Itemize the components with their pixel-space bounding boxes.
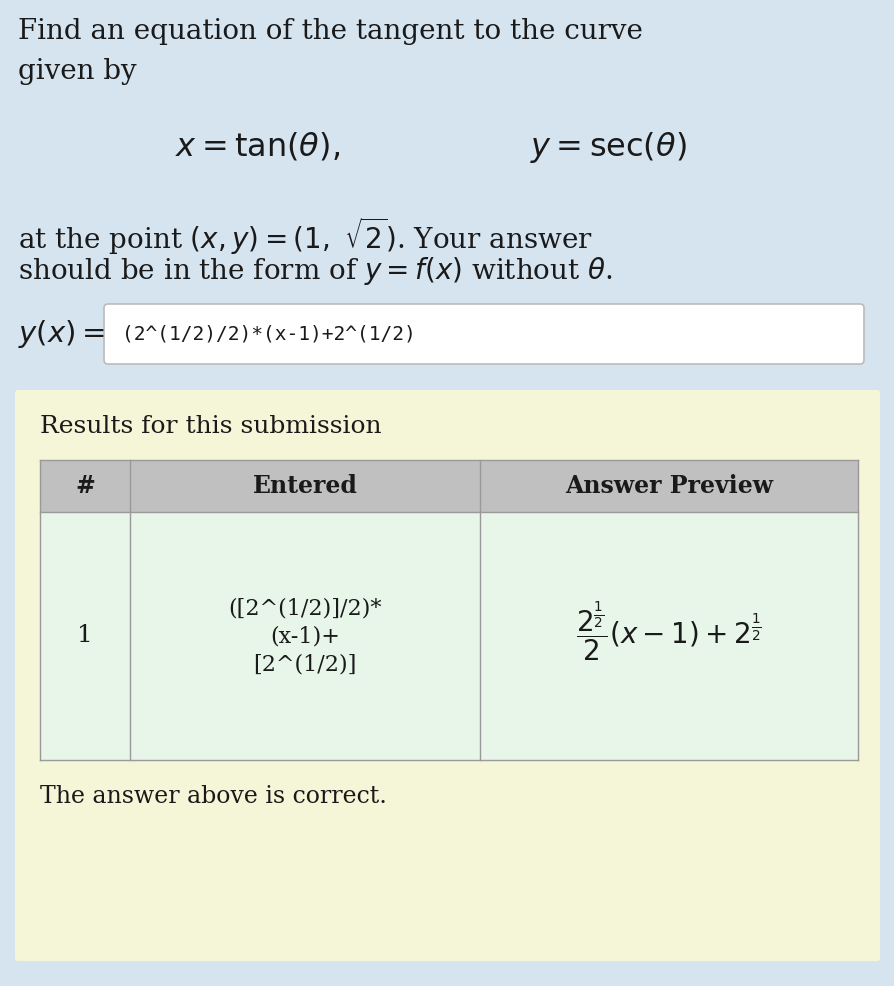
Text: $y = \sec(\theta)$: $y = \sec(\theta)$	[529, 130, 686, 165]
Text: Entered: Entered	[252, 474, 357, 498]
Bar	[40, 460, 857, 512]
Text: $x = \tan(\theta),$: $x = \tan(\theta),$	[175, 130, 340, 162]
Text: [2^(1/2)]: [2^(1/2)]	[253, 653, 357, 675]
Text: $y(x) =$: $y(x) =$	[18, 318, 105, 350]
Bar	[40, 512, 857, 760]
Text: (x-1)+: (x-1)+	[270, 625, 340, 647]
Text: at the point $(x, y) = (1,\ \sqrt{2})$. Your answer: at the point $(x, y) = (1,\ \sqrt{2})$. …	[18, 215, 593, 256]
Text: $\dfrac{2^{\frac{1}{2}}}{2}(x - 1) + 2^{\frac{1}{2}}$: $\dfrac{2^{\frac{1}{2}}}{2}(x - 1) + 2^{…	[576, 599, 761, 663]
FancyBboxPatch shape	[104, 304, 863, 364]
Text: #: #	[75, 474, 95, 498]
FancyBboxPatch shape	[15, 390, 879, 961]
Text: given by: given by	[18, 58, 137, 85]
Text: Results for this submission: Results for this submission	[40, 415, 381, 438]
Text: should be in the form of $y = f(x)$ without $\theta$.: should be in the form of $y = f(x)$ with…	[18, 255, 612, 287]
Text: 1: 1	[77, 624, 93, 648]
Text: (2^(1/2)/2)*(x-1)+2^(1/2): (2^(1/2)/2)*(x-1)+2^(1/2)	[122, 324, 416, 343]
Text: Answer Preview: Answer Preview	[564, 474, 772, 498]
Text: ([2^(1/2)]/2)*: ([2^(1/2)]/2)*	[228, 597, 382, 619]
Text: The answer above is correct.: The answer above is correct.	[40, 785, 386, 808]
Text: Find an equation of the tangent to the curve: Find an equation of the tangent to the c…	[18, 18, 642, 45]
